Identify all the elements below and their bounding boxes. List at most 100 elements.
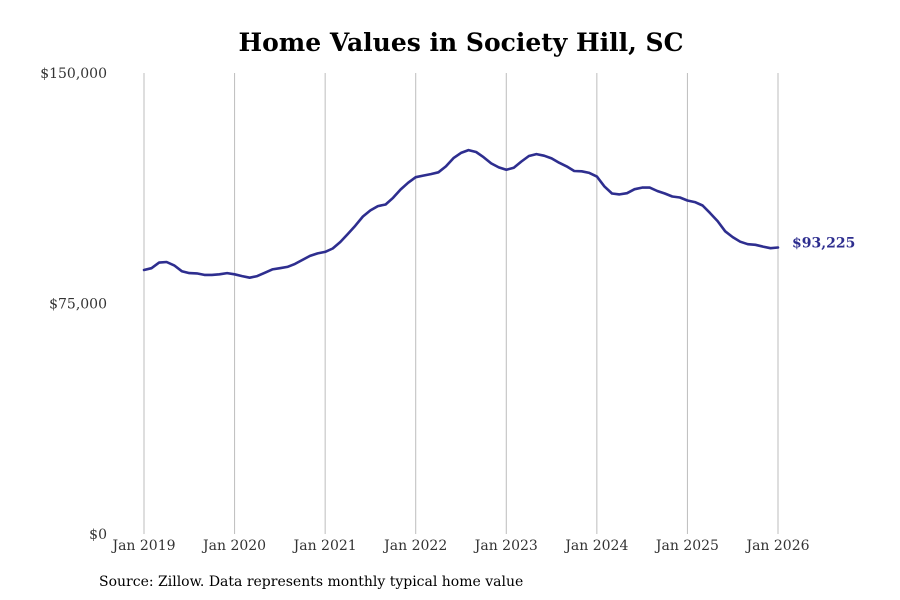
- data-point: [369, 209, 371, 211]
- x-tick-label: Jan 2023: [473, 538, 538, 554]
- data-point: [686, 199, 688, 201]
- data-point: [769, 247, 771, 249]
- data-point: [181, 270, 183, 272]
- data-point: [762, 245, 764, 247]
- data-point: [150, 267, 152, 269]
- x-tick-label: Jan 2026: [744, 538, 809, 554]
- data-point: [716, 220, 718, 222]
- data-point: [671, 195, 673, 197]
- data-point: [505, 169, 507, 171]
- data-point: [271, 268, 273, 270]
- data-point: [520, 160, 522, 162]
- data-point: [415, 176, 417, 178]
- source-note: Source: Zillow. Data represents monthly …: [99, 574, 524, 590]
- data-point: [618, 193, 620, 195]
- data-point: [633, 188, 635, 190]
- data-point: [233, 273, 235, 275]
- y-tick-label: $0: [89, 527, 107, 543]
- data-point: [362, 215, 364, 217]
- data-point: [573, 170, 575, 172]
- data-point: [611, 192, 613, 194]
- data-point: [264, 272, 266, 274]
- data-point: [603, 185, 605, 187]
- data-point: [332, 247, 334, 249]
- data-point: [445, 165, 447, 167]
- data-point: [709, 212, 711, 214]
- data-point: [566, 165, 568, 167]
- data-point: [399, 188, 401, 190]
- data-point: [498, 166, 500, 168]
- data-point: [377, 205, 379, 207]
- data-point: [588, 172, 590, 174]
- x-tick-label: Jan 2019: [110, 538, 175, 554]
- x-tick-label: Jan 2020: [201, 538, 266, 554]
- data-point: [535, 153, 537, 155]
- data-point: [226, 272, 228, 274]
- data-point: [679, 196, 681, 198]
- data-point: [656, 190, 658, 192]
- data-point: [437, 171, 439, 173]
- end-value-label: $93,225: [792, 235, 855, 251]
- data-point: [286, 266, 288, 268]
- data-point: [550, 157, 552, 159]
- data-point: [460, 152, 462, 154]
- y-axis-ticks: $0 $75,000 $150,000: [40, 66, 107, 543]
- data-point: [543, 155, 545, 157]
- data-point: [347, 233, 349, 235]
- series-layer: $93,225: [142, 148, 855, 279]
- data-point: [256, 275, 258, 277]
- data-point: [754, 244, 756, 246]
- data-point: [581, 170, 583, 172]
- x-tick-label: Jan 2022: [382, 538, 447, 554]
- data-point: [218, 273, 220, 275]
- data-point: [664, 192, 666, 194]
- data-point: [732, 236, 734, 238]
- data-point: [490, 162, 492, 164]
- data-point: [173, 264, 175, 266]
- data-point: [641, 186, 643, 188]
- data-point: [475, 151, 477, 153]
- data-point: [196, 272, 198, 274]
- data-point: [158, 261, 160, 263]
- data-point: [407, 182, 409, 184]
- data-point: [649, 186, 651, 188]
- data-point: [430, 173, 432, 175]
- data-point: [316, 252, 318, 254]
- data-point: [747, 243, 749, 245]
- x-tick-label: Jan 2025: [654, 538, 719, 554]
- data-point: [513, 167, 515, 169]
- data-point: [701, 204, 703, 206]
- data-point: [777, 246, 779, 248]
- data-point: [739, 241, 741, 243]
- data-point: [249, 277, 251, 279]
- data-point: [241, 275, 243, 277]
- data-point: [279, 267, 281, 269]
- y-tick-label: $150,000: [40, 66, 107, 82]
- data-point: [452, 157, 454, 159]
- data-point: [482, 156, 484, 158]
- x-axis-ticks: Jan 2019 Jan 2020 Jan 2021 Jan 2022 Jan 2023…: [110, 538, 809, 554]
- data-point: [724, 230, 726, 232]
- data-point: [143, 269, 145, 271]
- data-point: [467, 149, 469, 151]
- data-point: [165, 261, 167, 263]
- chart-title: Home Values in Society Hill, SC: [238, 28, 684, 57]
- data-point: [558, 162, 560, 164]
- data-point: [203, 274, 205, 276]
- x-tick-label: Jan 2024: [563, 538, 628, 554]
- data-point: [188, 272, 190, 274]
- data-point: [422, 174, 424, 176]
- data-point: [626, 192, 628, 194]
- data-point: [354, 225, 356, 227]
- data-point: [528, 155, 530, 157]
- data-point: [392, 197, 394, 199]
- data-point: [339, 241, 341, 243]
- y-tick-label: $75,000: [49, 297, 107, 313]
- data-point: [211, 274, 213, 276]
- gridlines: [143, 73, 779, 534]
- data-point: [301, 259, 303, 261]
- data-point: [384, 203, 386, 205]
- series-line: [142, 148, 780, 279]
- data-point: [596, 175, 598, 177]
